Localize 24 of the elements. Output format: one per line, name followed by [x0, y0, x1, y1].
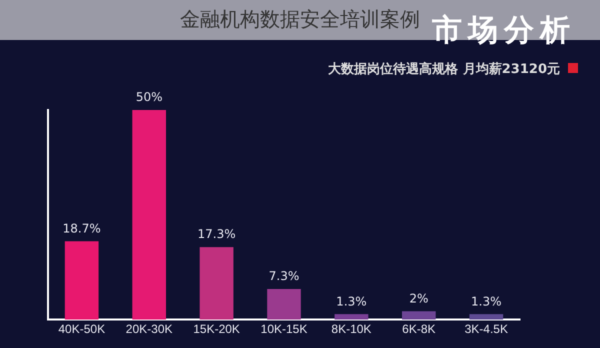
x-tick-label: 3K-4.5K [464, 322, 508, 336]
chart-title: 金融机构数据安全培训案例 [180, 7, 420, 31]
bar [334, 314, 368, 320]
data-label: 50% [136, 90, 162, 104]
x-tick-label: 15K-20K [193, 322, 240, 336]
data-label: 2% [409, 291, 428, 306]
text: 大数据岗位待遇高规格 月均薪23120元 [328, 62, 560, 77]
chart-subtitle: 市场分析 [432, 12, 576, 50]
data-label: 1.3% [471, 294, 502, 308]
x-tick-label: 10K-15K [260, 322, 308, 336]
x-tick-label: 6K-8K [402, 322, 436, 336]
bar [132, 110, 166, 320]
bar [64, 241, 99, 320]
x-tick-label: 40K-50K [58, 322, 106, 336]
x-tick-label: 20K-30K [126, 322, 172, 336]
x-tick-label: 8K-10K [331, 322, 372, 336]
bar [402, 311, 436, 320]
bar [469, 314, 504, 320]
data-label: 17.3% [198, 227, 236, 242]
data-label: 7.3% [268, 269, 300, 284]
bar [200, 247, 234, 320]
data-label: 1.3% [336, 294, 367, 308]
data-label: 18.7% [62, 221, 101, 236]
bar [267, 289, 301, 320]
